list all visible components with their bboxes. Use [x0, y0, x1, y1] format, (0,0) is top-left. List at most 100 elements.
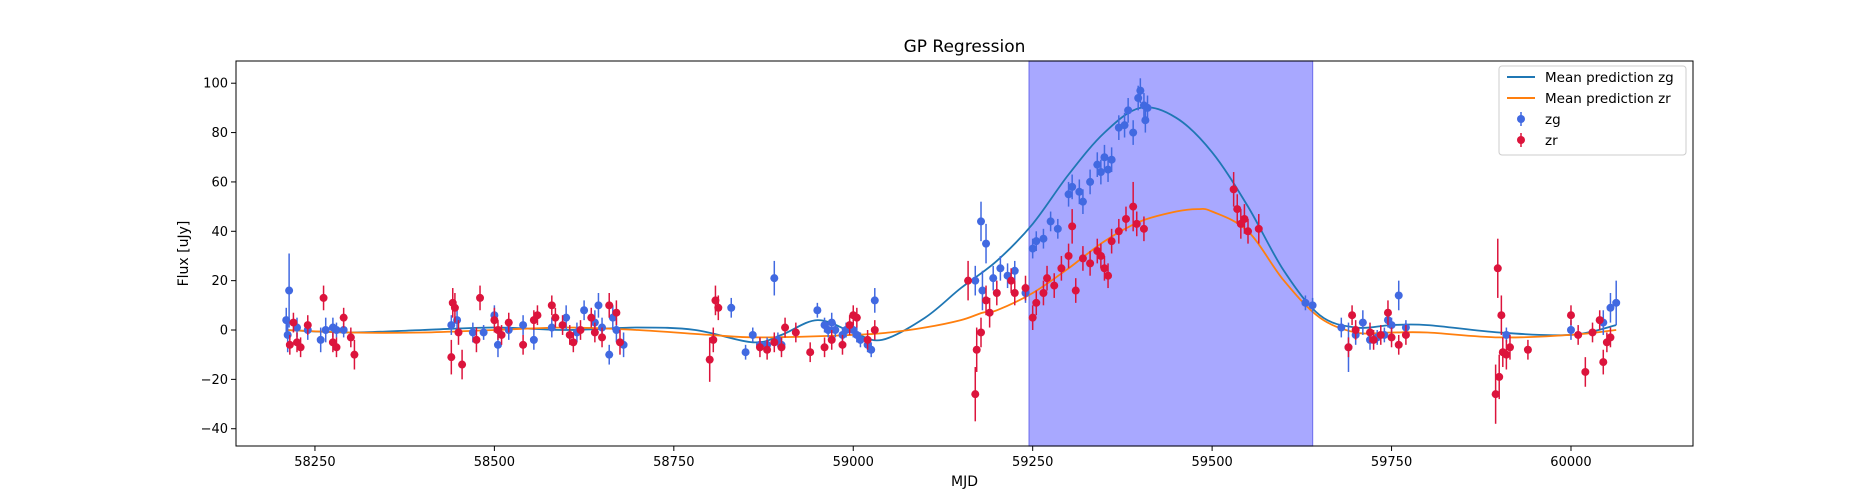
data-point-zg: [1301, 295, 1310, 311]
x-tick-label: 58500: [474, 455, 515, 470]
marker-zg: [978, 286, 987, 295]
data-point-zr: [615, 330, 624, 355]
legend-label: zr: [1545, 133, 1558, 149]
data-point-zg: [594, 292, 603, 318]
marker-zg: [1104, 165, 1113, 174]
marker-zr: [1064, 251, 1073, 260]
data-point-zr: [1369, 330, 1378, 350]
data-point-zr: [1497, 295, 1506, 335]
data-point-zr: [770, 332, 779, 353]
marker-zg: [870, 296, 879, 305]
data-point-zg: [977, 201, 986, 242]
marker-zg: [1606, 303, 1615, 312]
data-point-zg: [316, 327, 325, 353]
marker-zg: [1120, 121, 1129, 130]
marker-zg: [741, 348, 750, 357]
y-tick-label: −40: [201, 422, 228, 437]
marker-zg: [285, 286, 294, 295]
data-point-zr: [1107, 228, 1116, 254]
marker-zr: [285, 340, 294, 349]
marker-zg: [1068, 182, 1077, 191]
data-point-zr: [1574, 325, 1583, 345]
marker-zg: [1337, 323, 1346, 332]
marker-zr: [1523, 345, 1532, 354]
data-point-zr: [590, 322, 599, 343]
marker-zg: [824, 326, 833, 335]
data-point-zr: [755, 337, 764, 358]
marker-zg: [1143, 103, 1152, 112]
data-point-zg: [1358, 310, 1367, 335]
data-point-zr: [791, 322, 800, 343]
marker-zr: [1351, 326, 1360, 335]
data-point-zr: [458, 349, 467, 380]
data-point-zr: [838, 334, 847, 355]
data-point-zr: [1254, 214, 1263, 244]
data-point-zr: [1387, 327, 1396, 348]
data-point-zg: [870, 288, 879, 313]
data-point-zr: [519, 334, 528, 355]
marker-zr: [1032, 298, 1041, 307]
data-point-zr: [964, 260, 973, 301]
marker-zr: [791, 328, 800, 337]
data-point-zr: [533, 305, 542, 326]
data-point-zg: [1612, 280, 1621, 326]
data-point-zr: [558, 315, 567, 335]
marker-zr: [1387, 333, 1396, 342]
marker-zr: [558, 321, 567, 330]
data-point-zr: [985, 297, 994, 328]
data-point-zr: [982, 285, 991, 316]
marker-zr: [497, 330, 506, 339]
data-point-zr: [450, 292, 459, 323]
data-point-zr: [1068, 209, 1077, 244]
marker-zg: [867, 345, 876, 354]
x-tick-label: 59500: [1191, 455, 1232, 470]
data-point-zr: [454, 320, 463, 345]
marker-zr: [992, 288, 1001, 297]
marker-zr: [1366, 328, 1375, 337]
marker-zg: [519, 321, 528, 330]
data-point-zg: [996, 255, 1005, 281]
marker-zg: [316, 335, 325, 344]
marker-zg: [1046, 217, 1055, 226]
data-point-zr: [1348, 305, 1357, 326]
data-point-zr: [1376, 325, 1385, 345]
marker-zr: [1566, 311, 1575, 320]
marker-zr: [1028, 313, 1037, 322]
marker-zr: [1606, 333, 1615, 342]
y-tick-label: 100: [203, 77, 228, 92]
marker-zg: [1032, 237, 1041, 246]
marker-zr: [303, 321, 312, 330]
marker-zg: [971, 276, 980, 285]
y-tick-label: 80: [211, 126, 228, 141]
data-point-zr: [1229, 172, 1238, 207]
marker-zr: [289, 318, 298, 327]
marker-zr: [1050, 281, 1059, 290]
marker-zr: [605, 301, 614, 310]
data-point-zg: [1010, 260, 1019, 281]
marker-zg: [727, 303, 736, 312]
x-tick-label: 60000: [1550, 455, 1591, 470]
marker-zr: [1139, 224, 1148, 233]
data-point-zg: [856, 332, 865, 348]
data-point-zr: [1071, 278, 1080, 303]
data-point-zr: [1096, 243, 1105, 269]
data-point-zr: [1599, 349, 1608, 375]
data-point-zg: [1068, 174, 1077, 200]
marker-zr: [964, 276, 973, 285]
marker-zr: [472, 335, 481, 344]
marker-zg: [1502, 330, 1511, 339]
marker-zr: [982, 296, 991, 305]
marker-zr: [1129, 202, 1138, 211]
y-tick-label: 40: [211, 225, 228, 240]
data-point-zg: [1086, 169, 1095, 195]
marker-zg: [1096, 168, 1105, 177]
marker-zr: [458, 360, 467, 369]
data-point-zr: [612, 300, 621, 326]
marker-zr: [985, 308, 994, 317]
data-point-zr: [1505, 334, 1514, 360]
data-point-zr: [763, 339, 772, 360]
data-point-zg: [580, 300, 589, 321]
marker-zr: [1021, 284, 1030, 293]
data-point-zg: [1120, 112, 1129, 138]
marker-zr: [1007, 276, 1016, 285]
